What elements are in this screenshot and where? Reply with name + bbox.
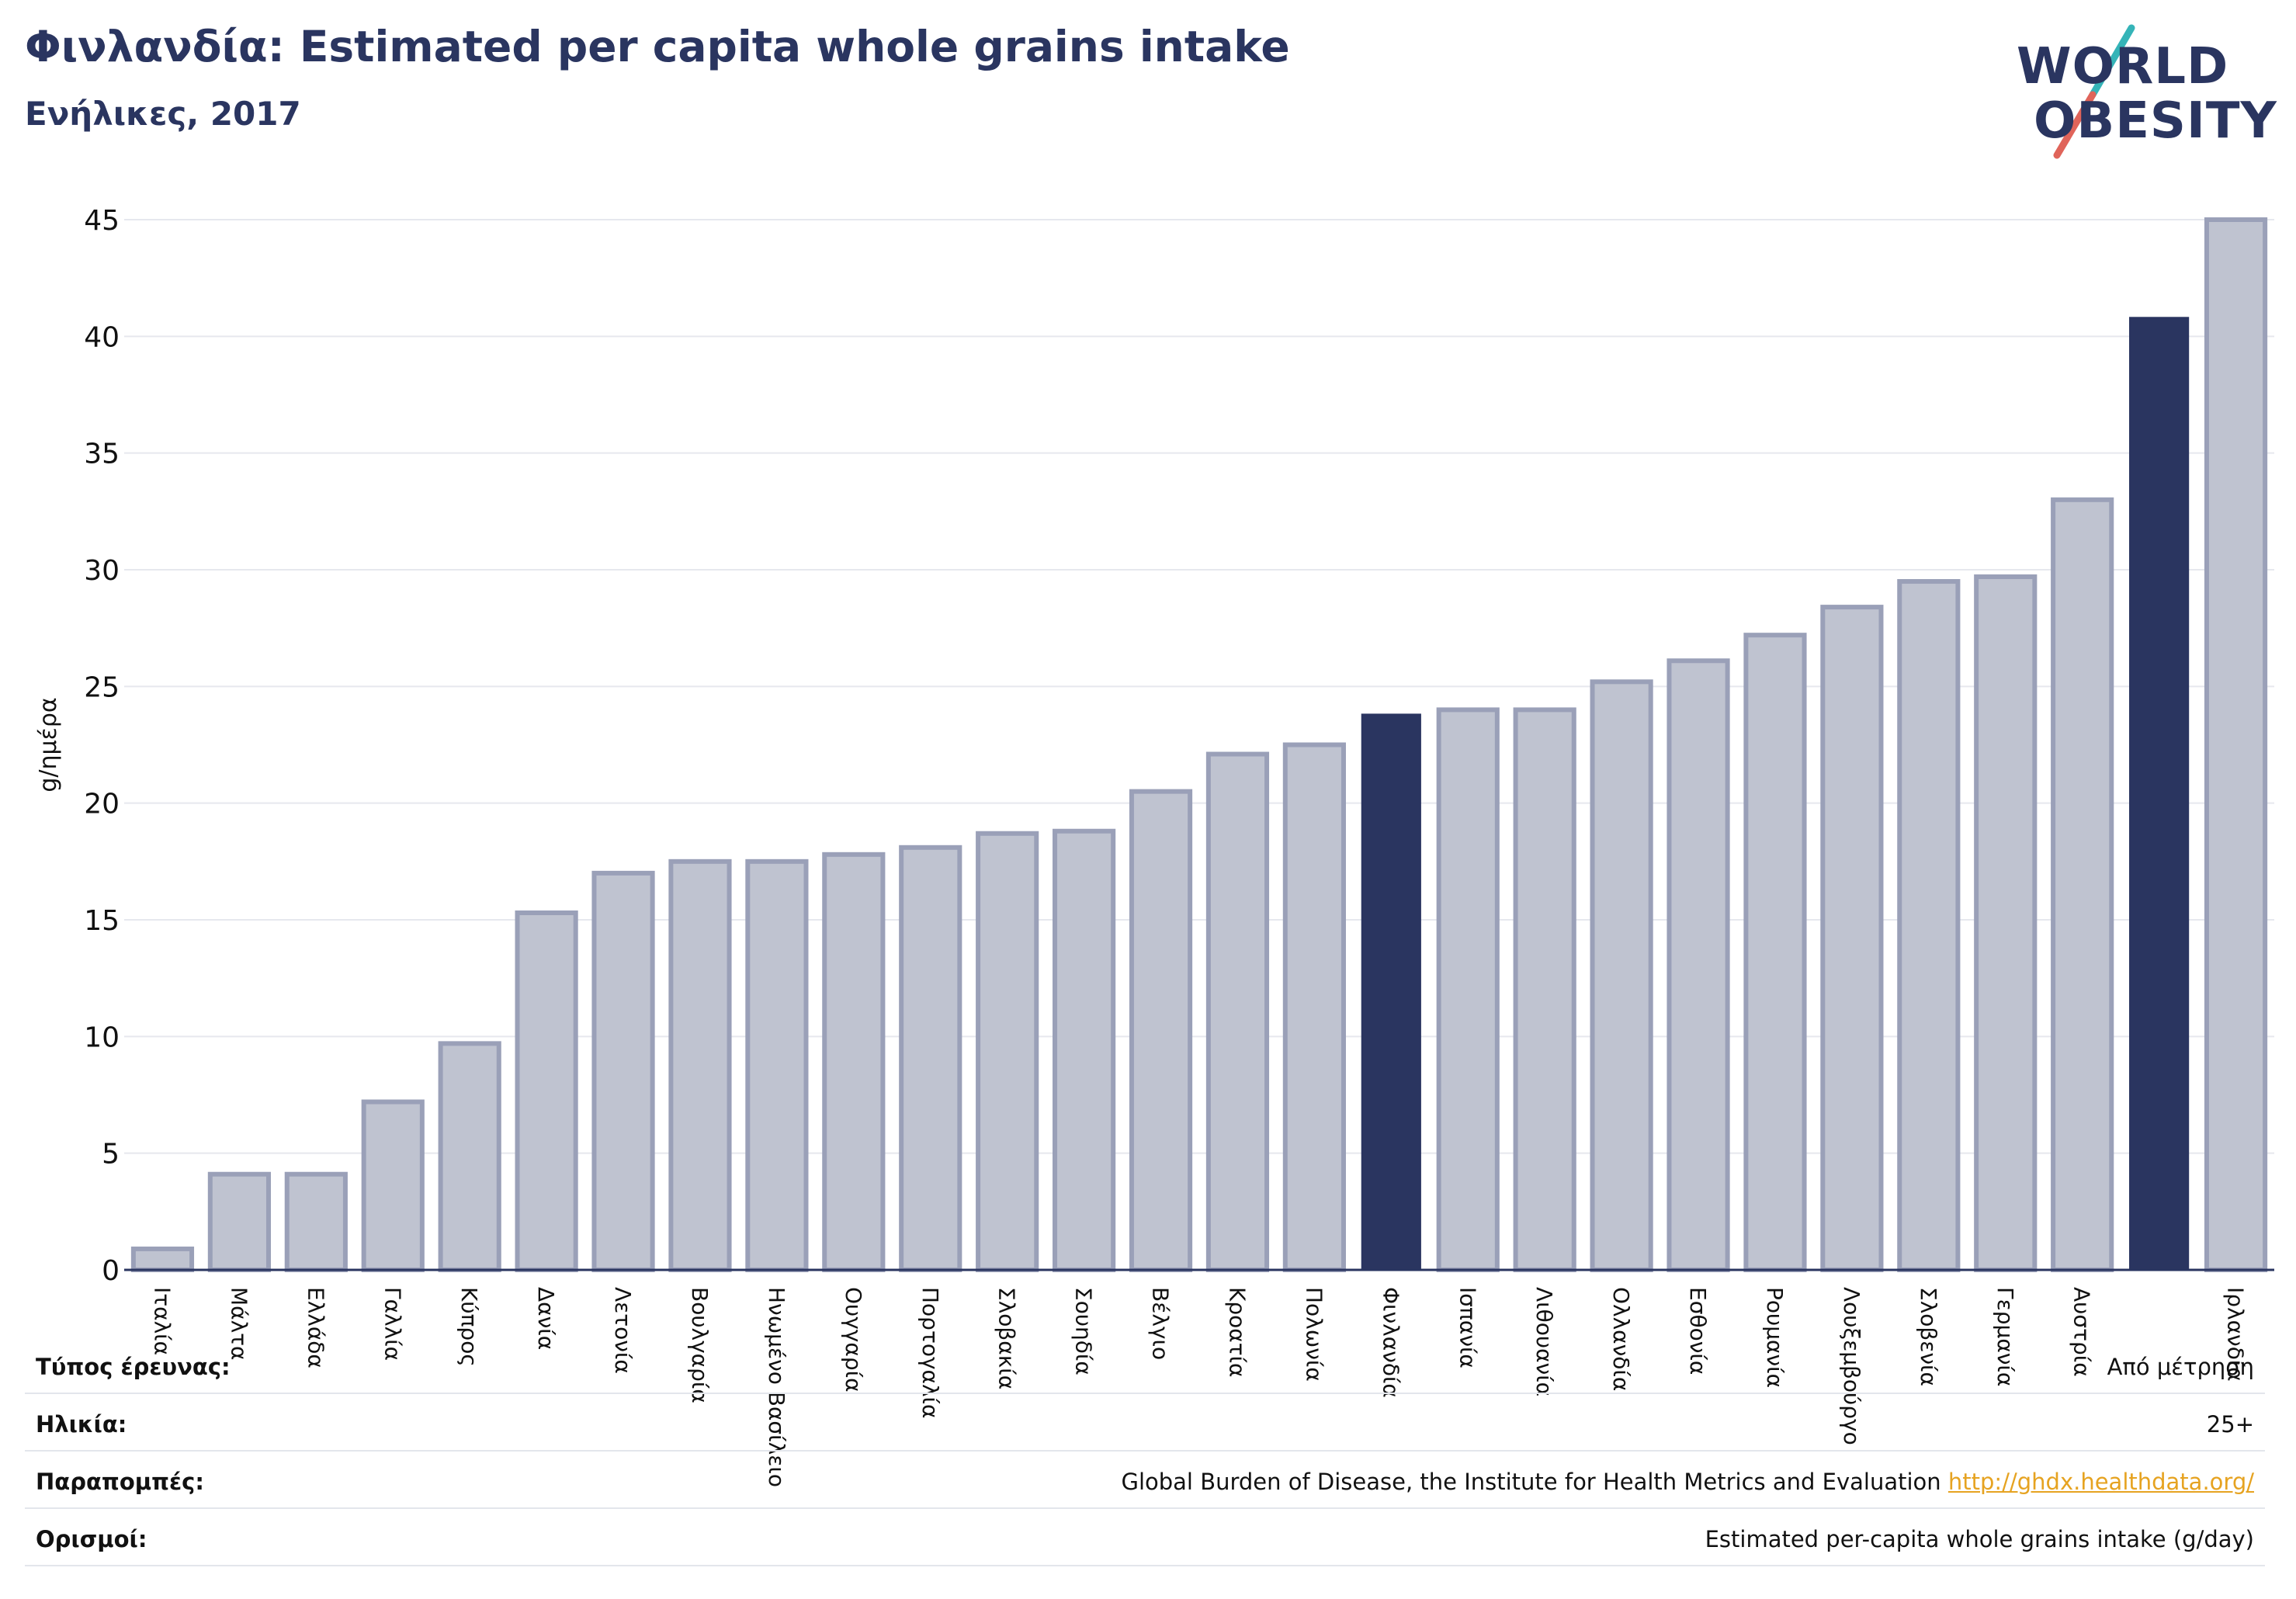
x-tick-label: Ιρλανδία bbox=[2223, 1287, 2249, 1382]
bar bbox=[130, 1246, 195, 1272]
bar bbox=[1436, 707, 1500, 1272]
bar bbox=[1205, 751, 1270, 1272]
bar bbox=[207, 1171, 271, 1273]
y-tick-label: 30 bbox=[84, 555, 120, 587]
bar bbox=[1282, 742, 1346, 1272]
bar bbox=[1897, 579, 1961, 1272]
x-tick-label: Σουηδία bbox=[1071, 1287, 1097, 1375]
bar bbox=[822, 852, 886, 1272]
footer-label: Ορισμοί: bbox=[36, 1526, 147, 1552]
y-tick-label: 5 bbox=[102, 1139, 120, 1171]
y-tick-label: 45 bbox=[84, 205, 120, 237]
y-tick-label: 15 bbox=[84, 905, 120, 937]
y-tick-label: 10 bbox=[84, 1021, 120, 1053]
footer-row-survey-type: Τύπος έρευνας: Από μέτρηση bbox=[25, 1337, 2265, 1394]
x-tick-label: Λιθουανία bbox=[1531, 1287, 1557, 1396]
bar bbox=[284, 1171, 348, 1273]
bar bbox=[1053, 828, 1116, 1273]
bar bbox=[438, 1041, 501, 1273]
bar bbox=[2051, 497, 2114, 1272]
x-tick-label: Ισπανία bbox=[1455, 1287, 1480, 1368]
x-tick-label: Φινλανδία bbox=[1378, 1287, 1403, 1398]
x-tick-label: Βουλγαρία bbox=[687, 1287, 713, 1403]
y-tick-label: 25 bbox=[84, 671, 120, 703]
bar bbox=[1743, 633, 1807, 1272]
x-tick-label: Κύπρος bbox=[456, 1287, 482, 1367]
footer-row-definitions: Ορισμοί: Estimated per-capita whole grai… bbox=[25, 1509, 2265, 1566]
footer-value: Από μέτρηση bbox=[2107, 1354, 2254, 1380]
bar bbox=[1513, 707, 1576, 1272]
x-tick-label: Λετονία bbox=[610, 1287, 636, 1374]
bar bbox=[1974, 574, 2038, 1272]
bar bbox=[745, 858, 809, 1273]
y-tick-label: 35 bbox=[84, 439, 120, 470]
bar bbox=[668, 858, 732, 1273]
bar bbox=[1361, 713, 1421, 1271]
x-tick-label: Πολωνία bbox=[1301, 1287, 1327, 1382]
footer-value: Estimated per-capita whole grains intake… bbox=[1705, 1526, 2254, 1552]
x-tick-label: Ολλανδία bbox=[1608, 1287, 1634, 1391]
world-obesity-logo: WORLD OBESITY bbox=[2017, 23, 2277, 163]
logo-word-1: WORLD bbox=[2017, 38, 2229, 95]
x-tick-label: Γαλλία bbox=[380, 1287, 405, 1361]
bar bbox=[899, 845, 962, 1272]
bar bbox=[976, 831, 1039, 1272]
footer-value: 25+ bbox=[2206, 1411, 2254, 1438]
reference-link[interactable]: http://ghdx.healthdata.org/ bbox=[1947, 1469, 2254, 1495]
bar bbox=[515, 910, 578, 1272]
chart-subtitle: Ενήλικες, 2017 bbox=[25, 95, 301, 133]
bar bbox=[1667, 658, 1730, 1272]
x-tick-label: Ηνωμένο Βασίλειο bbox=[764, 1287, 789, 1487]
x-tick-label: Αυστρία bbox=[2069, 1287, 2095, 1377]
x-tick-label: Πορτογαλία bbox=[917, 1287, 943, 1418]
chart-footer: Τύπος έρευνας: Από μέτρηση Ηλικία: 25+ Π… bbox=[25, 1337, 2265, 1566]
logo-slash-icon bbox=[2053, 24, 2135, 159]
logo-word-2: OBESITY bbox=[2034, 92, 2277, 150]
x-tick-label: Λουξεμβούργο bbox=[1839, 1287, 1864, 1445]
x-tick-label: Σλοβενία bbox=[1916, 1287, 1941, 1386]
x-tick-label: Ρουμανία bbox=[1762, 1287, 1788, 1388]
x-tick-label: Δανία bbox=[533, 1287, 559, 1350]
bar bbox=[2129, 317, 2190, 1271]
chart-title: Φινλανδία: Estimated per capita whole gr… bbox=[25, 22, 1290, 71]
x-tick-label: Εσθονία bbox=[1685, 1287, 1711, 1375]
bar bbox=[1820, 605, 1884, 1272]
bar bbox=[591, 870, 655, 1273]
x-tick-label: Γερμανία bbox=[1993, 1287, 2018, 1386]
x-tick-label: Κροατία bbox=[1224, 1287, 1250, 1378]
footer-row-age: Ηλικία: 25+ bbox=[25, 1394, 2265, 1452]
footer-label: Τύπος έρευνας: bbox=[36, 1354, 231, 1380]
y-tick-label: 20 bbox=[84, 789, 120, 820]
bar bbox=[1129, 789, 1193, 1272]
y-axis-label: g/ημέρα bbox=[35, 697, 62, 792]
y-tick-label: 40 bbox=[84, 321, 120, 353]
bar bbox=[1590, 679, 1653, 1272]
y-tick-label: 0 bbox=[102, 1255, 120, 1287]
x-tick-label: Ελλάδα bbox=[303, 1287, 328, 1368]
bar bbox=[361, 1099, 425, 1273]
footer-label: Παραπομπές: bbox=[36, 1469, 204, 1495]
footer-row-references: Παραπομπές: Global Burden of Disease, th… bbox=[25, 1452, 2265, 1509]
bar bbox=[2204, 217, 2268, 1272]
x-tick-label: Βέλγιο bbox=[1148, 1287, 1174, 1360]
x-tick-label: Μάλτα bbox=[226, 1287, 251, 1361]
x-tick-label: Ιταλία bbox=[149, 1287, 175, 1355]
footer-value: Global Burden of Disease, the Institute … bbox=[1121, 1469, 2254, 1495]
x-tick-label: Σλοβακία bbox=[994, 1287, 1020, 1389]
x-tick-label: Ουγγαρία bbox=[841, 1287, 866, 1393]
reference-text: Global Burden of Disease, the Institute … bbox=[1121, 1469, 1941, 1495]
footer-label: Ηλικία: bbox=[36, 1411, 127, 1438]
